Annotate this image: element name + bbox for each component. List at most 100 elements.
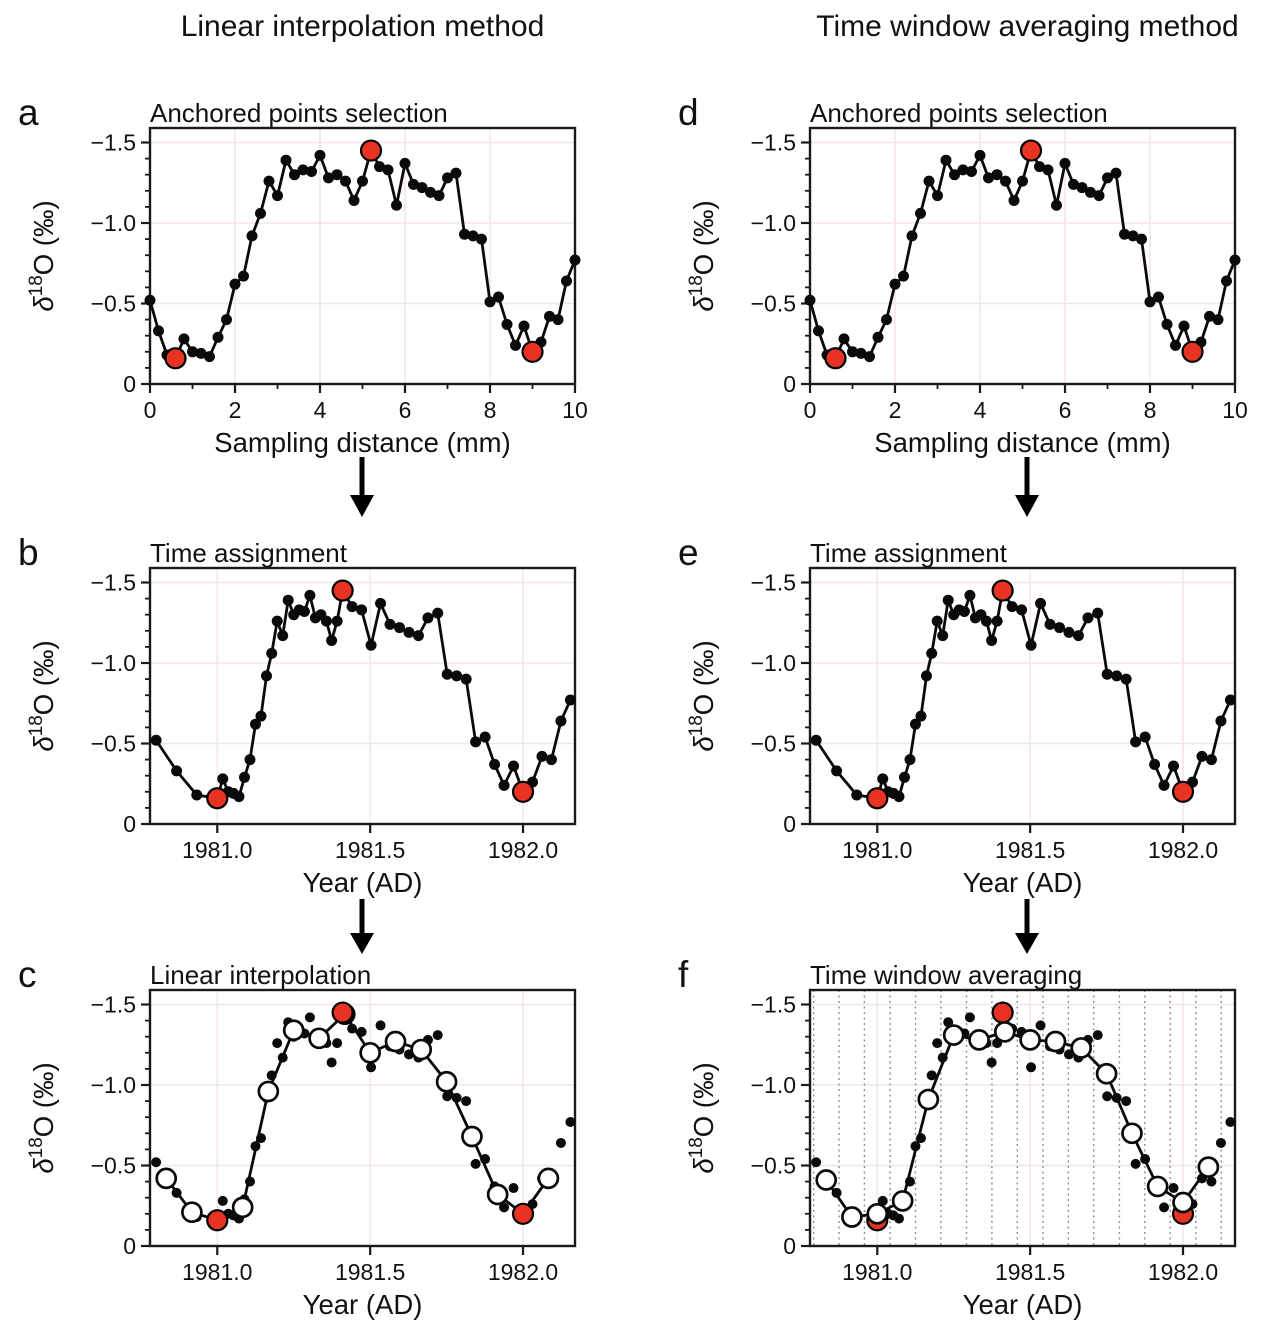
interpolated-line: [165, 1011, 550, 1222]
svg-text:6: 6: [399, 397, 412, 423]
raw-data-points: [150, 585, 576, 804]
tick-labels: 0 2 4 6 8 10 0 −0.5 −1.0 −1.5: [751, 129, 1248, 423]
panel-title-c: Linear interpolation: [150, 960, 372, 990]
x-axis-label: Year (AD): [963, 1289, 1083, 1320]
y-axis-label: δ18O (‰): [26, 200, 59, 311]
svg-text:−1.0: −1.0: [91, 210, 136, 236]
plot-anchored-points-d: 0 2 4 6 8 10 0 −0.5 −1.0 −1.5 Sampling distance (m…: [686, 126, 1248, 458]
axis-ticks: [141, 581, 525, 833]
raw-data-points: [804, 145, 1241, 364]
svg-text:2: 2: [889, 397, 902, 423]
y-axis-label: δ18O (‰): [26, 1062, 59, 1173]
x-axis-label: Sampling distance (mm): [214, 427, 510, 458]
arrow-down-icon: [1003, 455, 1051, 519]
anchor-points: [866, 579, 1195, 810]
svg-text:−0.5: −0.5: [751, 730, 796, 756]
y-axis-label: δ18O (‰): [26, 640, 59, 751]
svg-text:−1.0: −1.0: [751, 210, 796, 236]
anchor-points: [824, 139, 1204, 370]
tick-labels: 1981.0 1981.5 1982.0 0 −0.5 −1.0 −1.5: [91, 991, 559, 1285]
svg-text:−1.0: −1.0: [91, 1072, 136, 1098]
tick-labels: 1981.0 1981.5 1982.0 0 −0.5 −1.0 −1.5: [91, 569, 559, 863]
panel-e: e Time assignment 1981.0 1981.5 1982.0 0 −0.…: [660, 532, 1269, 906]
panel-a: a Anchored points selection 0 2 4 6 8 10 0 −0.5…: [0, 92, 609, 466]
panel-title-f: Time window averaging: [810, 960, 1083, 990]
svg-text:8: 8: [1144, 397, 1157, 423]
x-axis-label: Year (AD): [303, 867, 423, 898]
column-title-time-window-averaging: Time window averaging method: [816, 10, 1239, 43]
svg-text:−0.5: −0.5: [751, 1152, 796, 1178]
time-window-boundaries: [812, 990, 1222, 1246]
svg-text:1981.5: 1981.5: [995, 1259, 1065, 1285]
svg-text:−1.0: −1.0: [751, 650, 796, 676]
svg-text:0: 0: [783, 371, 796, 397]
svg-text:0: 0: [123, 1233, 136, 1259]
axis-ticks: [141, 141, 577, 393]
panel-b: b Time assignment 1981.0 1981.5 1982.0 0 −0.…: [0, 532, 609, 906]
svg-text:−1.5: −1.5: [751, 129, 796, 155]
svg-text:1982.0: 1982.0: [1148, 1259, 1218, 1285]
column-title-linear-interpolation: Linear interpolation method: [180, 10, 545, 43]
axis-ticks: [801, 1003, 1185, 1255]
svg-text:−0.5: −0.5: [91, 730, 136, 756]
svg-text:−1.5: −1.5: [751, 569, 796, 595]
arrow-down-icon: [338, 897, 386, 961]
plot-time-assignment-b: 1981.0 1981.5 1982.0 0 −0.5 −1.0 −1.5 Year (AD)…: [26, 566, 577, 898]
svg-text:6: 6: [1059, 397, 1072, 423]
plot-time-assignment-e: 1981.0 1981.5 1982.0 0 −0.5 −1.0 −1.5 Year (AD)…: [686, 566, 1237, 898]
panel-d: d Anchored points selection 0 2 4 6 8 10 0 −0.5…: [660, 92, 1269, 466]
svg-text:1981.5: 1981.5: [995, 837, 1065, 863]
panel-title-b: Time assignment: [150, 538, 347, 568]
axis-ticks: [801, 581, 1185, 833]
panel-title-a: Anchored points selection: [150, 98, 448, 128]
y-axis-label: δ18O (‰): [686, 1062, 719, 1173]
plot-linear-interpolation-c: 1981.0 1981.5 1982.0 0 −0.5 −1.0 −1.5 Year (AD)…: [26, 988, 577, 1320]
svg-text:1981.0: 1981.0: [842, 837, 912, 863]
svg-text:8: 8: [484, 397, 497, 423]
svg-text:−1.0: −1.0: [91, 650, 136, 676]
panel-letter-b: b: [18, 532, 39, 573]
svg-text:0: 0: [783, 1233, 796, 1259]
panel-f: f Time window averaging 1981.0 1981.5 1982…: [660, 954, 1269, 1328]
major-gridlines: [810, 128, 1235, 384]
svg-text:−0.5: −0.5: [91, 1152, 136, 1178]
arrow-down-icon: [1003, 897, 1051, 961]
anchor-points: [206, 1001, 535, 1232]
x-axis-label: Sampling distance (mm): [874, 427, 1170, 458]
svg-text:1982.0: 1982.0: [488, 1259, 558, 1285]
tick-labels: 1981.0 1981.5 1982.0 0 −0.5 −1.0 −1.5: [751, 569, 1219, 863]
plot-anchored-points-a: 0 2 4 6 8 10 0 −0.5 −1.0 −1.5 Sampling distance (m…: [26, 126, 588, 458]
panel-letter-a: a: [18, 92, 39, 133]
svg-text:−1.5: −1.5: [751, 991, 796, 1017]
svg-text:0: 0: [144, 397, 157, 423]
anchor-points: [206, 579, 535, 810]
panel-letter-d: d: [678, 92, 699, 133]
svg-text:1981.5: 1981.5: [335, 837, 405, 863]
svg-text:1981.5: 1981.5: [335, 1259, 405, 1285]
major-gridlines: [150, 990, 575, 1246]
major-gridlines: [150, 568, 575, 824]
raw-data-points: [144, 145, 581, 364]
axis-ticks: [141, 1003, 525, 1255]
svg-text:10: 10: [562, 397, 588, 423]
x-axis-label: Year (AD): [963, 867, 1083, 898]
panel-title-d: Anchored points selection: [810, 98, 1108, 128]
axis-ticks: [801, 141, 1237, 393]
tick-labels: 0 2 4 6 8 10 0 −0.5 −1.0 −1.5: [91, 129, 588, 423]
svg-text:0: 0: [783, 811, 796, 837]
major-gridlines: [150, 128, 575, 384]
svg-text:1981.0: 1981.0: [842, 1259, 912, 1285]
y-axis-label: δ18O (‰): [686, 200, 719, 311]
panel-c: c Linear interpolation 1981.0 1981.5 1982.…: [0, 954, 609, 1328]
svg-text:−1.5: −1.5: [91, 129, 136, 155]
svg-text:0: 0: [123, 371, 136, 397]
panel-title-e: Time assignment: [810, 538, 1007, 568]
x-axis-label: Year (AD): [303, 1289, 423, 1320]
svg-text:0: 0: [123, 811, 136, 837]
svg-text:2: 2: [229, 397, 242, 423]
svg-text:4: 4: [974, 397, 987, 423]
y-axis-label: δ18O (‰): [686, 640, 719, 751]
monthly-value-circles: [815, 1021, 1220, 1228]
svg-text:1981.0: 1981.0: [182, 1259, 252, 1285]
svg-text:−0.5: −0.5: [91, 290, 136, 316]
